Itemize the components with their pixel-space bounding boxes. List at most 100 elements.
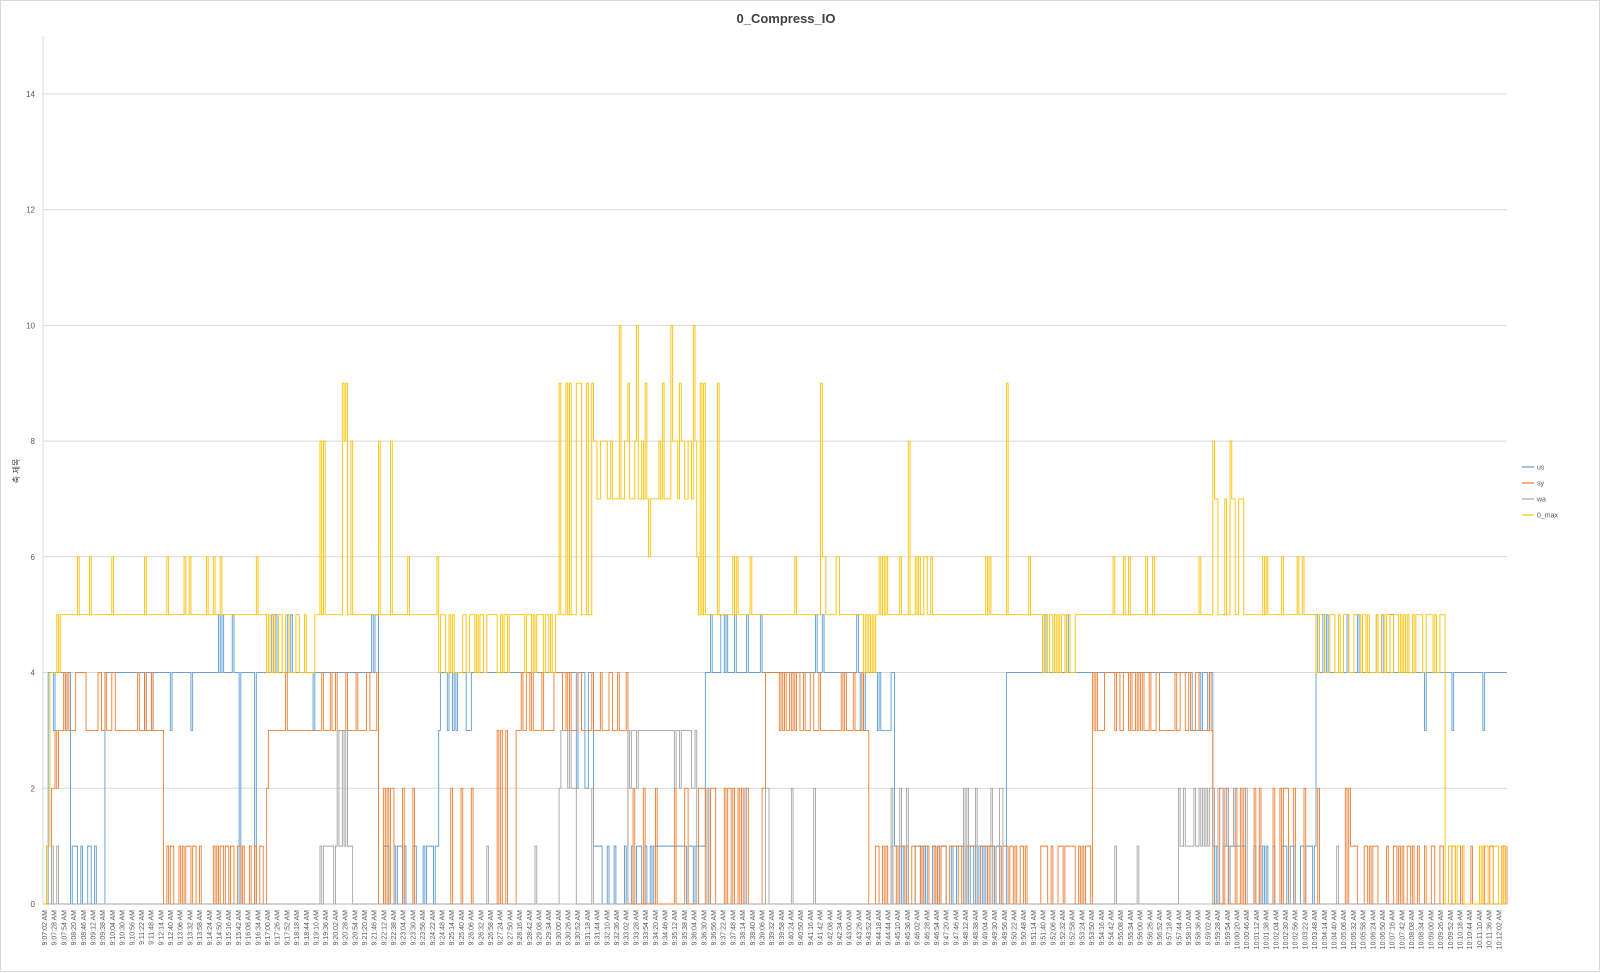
x-tick-label: 10:05:58 AM [1361, 910, 1368, 949]
chart-title: 0_Compress_IO [737, 11, 836, 26]
x-tick-label: 9:49:30 AM [992, 910, 999, 946]
x-tick-label: 9:40:50 AM [798, 910, 805, 946]
x-tick-label: 9:31:18 AM [585, 910, 592, 946]
y-tick-label: 6 [31, 553, 36, 562]
x-tick-label: 9:07:28 AM [52, 910, 59, 946]
x-tick-label: 9:34:20 AM [653, 910, 660, 946]
x-tick-label: 9:21:20 AM [362, 910, 369, 946]
x-tick-label: 10:11:36 AM [1487, 910, 1494, 949]
x-tick-label: 9:23:04 AM [401, 910, 408, 946]
x-tick-label: 9:48:38 AM [973, 910, 980, 946]
x-tick-label: 10:04:14 AM [1322, 910, 1329, 949]
x-tick-label: 9:42:34 AM [837, 910, 844, 946]
x-tick-label: 9:39:06 AM [760, 910, 767, 946]
x-tick-label: 9:45:10 AM [895, 910, 902, 946]
x-tick-label: 10:06:24 AM [1370, 910, 1377, 949]
x-tick-label: 9:27:24 AM [498, 910, 505, 946]
x-tick-label: 9:25:40 AM [459, 910, 466, 946]
x-tick-label: 10:10:44 AM [1467, 910, 1474, 949]
x-tick-label: 9:28:16 AM [517, 910, 524, 946]
x-tick-label: 9:59:28 AM [1215, 910, 1222, 946]
y-tick-label: 2 [31, 784, 36, 793]
x-tick-label: 9:46:02 AM [915, 910, 922, 946]
x-tick-label: 9:56:52 AM [1157, 910, 1164, 946]
x-tick-label: 9:19:10 AM [314, 910, 321, 946]
x-tick-label: 9:57:44 AM [1176, 910, 1183, 946]
x-tick-label: 9:28:42 AM [527, 910, 534, 946]
x-tick-label: 9:45:36 AM [905, 910, 912, 946]
x-tick-label: 9:13:32 AM [187, 910, 194, 946]
legend-label-wa: wa [1536, 497, 1546, 504]
x-tick-label: 9:18:18 AM [294, 910, 301, 946]
x-tick-label: 9:53:50 AM [1089, 910, 1096, 946]
x-tick-label: 9:17:26 AM [275, 910, 282, 946]
x-tick-label: 9:35:12 AM [672, 910, 679, 946]
x-tick-label: 9:46:54 AM [934, 910, 941, 946]
series-line-us [43, 614, 1507, 905]
x-tick-label: 9:56:26 AM [1147, 910, 1154, 946]
y-tick-label: 4 [31, 669, 36, 678]
x-tick-label: 10:04:40 AM [1332, 910, 1339, 949]
x-tick-label: 9:50:22 AM [1012, 910, 1019, 946]
x-tick-label: 10:07:42 AM [1399, 910, 1406, 949]
x-tick-label: 10:08:34 AM [1419, 910, 1426, 949]
x-tick-label: 9:38:14 AM [740, 910, 747, 946]
x-tick-label: 9:26:06 AM [469, 910, 476, 946]
x-tick-label: 9:26:58 AM [488, 910, 495, 946]
x-tick-label: 9:47:20 AM [944, 910, 951, 946]
x-tick-label: 9:33:02 AM [624, 910, 631, 946]
x-tick-label: 9:29:08 AM [537, 910, 544, 946]
x-tick-label: 10:03:22 AM [1302, 910, 1309, 949]
x-tick-label: 9:52:06 AM [1050, 910, 1057, 946]
x-tick-label: 10:08:08 AM [1409, 910, 1416, 949]
x-tick-label: 10:05:06 AM [1341, 910, 1348, 949]
x-tick-label: 9:32:36 AM [614, 910, 621, 946]
y-axis-ticks: 0 2 4 6 8 10 12 14 [26, 90, 35, 909]
x-tick-label: 10:02:04 AM [1273, 910, 1280, 949]
x-tick-label: 9:21:46 AM [372, 910, 379, 946]
x-tick-label: 9:36:30 AM [701, 910, 708, 946]
x-tick-label: 9:10:56 AM [129, 910, 136, 946]
x-tick-label: 10:01:38 AM [1264, 910, 1271, 949]
x-tick-label: 9:39:32 AM [769, 910, 776, 946]
x-tick-label: 9:14:50 AM [217, 910, 224, 946]
x-tick-label: 9:07:02 AM [42, 910, 49, 946]
x-tick-label: 9:30:52 AM [575, 910, 582, 946]
x-tick-label: 9:30:00 AM [556, 910, 563, 946]
x-tick-label: 9:07:54 AM [61, 910, 68, 946]
y-tick-label: 8 [31, 437, 36, 446]
x-tick-label: 9:11:48 AM [149, 910, 156, 945]
x-tick-label: 9:43:00 AM [847, 910, 854, 946]
x-tick-label: 10:09:00 AM [1428, 910, 1435, 949]
x-tick-label: 9:54:16 AM [1099, 910, 1106, 946]
x-tick-label: 9:17:00 AM [265, 910, 272, 946]
legend-label-0_max: 0_max [1537, 513, 1559, 520]
x-tick-label: 9:10:30 AM [120, 910, 127, 946]
x-tick-label: 10:12:02 AM [1496, 910, 1503, 949]
x-tick-label: 9:46:28 AM [924, 910, 931, 946]
x-tick-label: 9:08:20 AM [71, 910, 78, 946]
x-tick-label: 9:38:40 AM [750, 910, 757, 946]
x-tick-label: 9:52:58 AM [1070, 910, 1077, 946]
x-tick-label: 9:44:44 AM [886, 910, 893, 946]
x-tick-label: 9:42:08 AM [827, 910, 834, 946]
x-tick-label: 9:22:12 AM [381, 910, 388, 946]
x-tick-label: 9:52:32 AM [1060, 910, 1067, 946]
x-tick-label: 9:15:42 AM [236, 910, 243, 946]
y-tick-label: 14 [26, 90, 35, 99]
x-tick-label: 9:11:22 AM [139, 910, 146, 945]
legend-label-sy: sy [1537, 481, 1545, 488]
x-axis-ticks: 9:07:02 AM 9:07:28 AM 9:07:54 AM 9:08:20 AM… [42, 910, 1503, 949]
y-axis-title: 축 제목 [12, 459, 21, 484]
x-tick-label: 10:11:10 AM [1477, 910, 1484, 949]
x-tick-label: 9:47:46 AM [953, 910, 960, 946]
x-tick-label: 9:19:36 AM [323, 910, 330, 946]
x-tick-label: 9:35:38 AM [682, 910, 689, 946]
x-tick-label: 9:39:58 AM [779, 910, 786, 946]
x-tick-label: 10:09:52 AM [1448, 910, 1455, 949]
y-tick-label: 12 [26, 206, 35, 215]
x-tick-label: 9:50:48 AM [1021, 910, 1028, 946]
x-tick-label: 9:25:14 AM [449, 910, 456, 946]
x-tick-label: 9:36:56 AM [711, 910, 718, 946]
x-tick-label: 9:13:06 AM [178, 910, 185, 946]
